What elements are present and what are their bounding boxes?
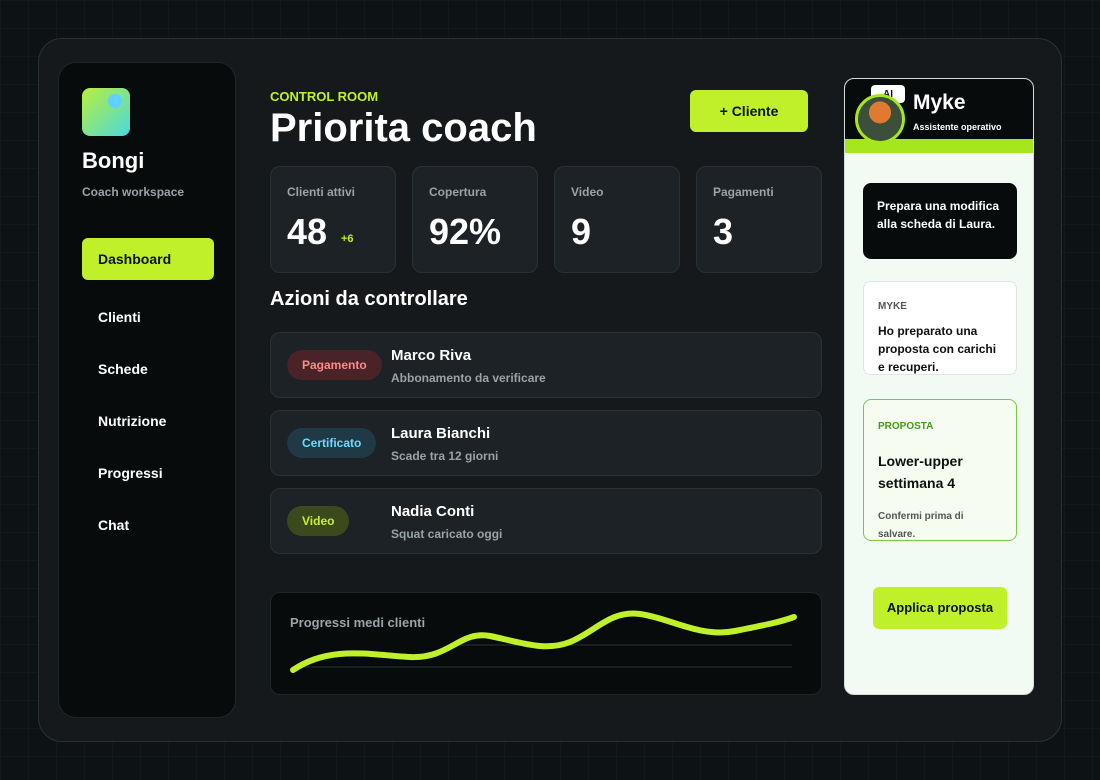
section-title: Azioni da controllare <box>270 288 468 310</box>
client-name: Nadia Conti <box>391 503 475 520</box>
nav-item[interactable]: Schede <box>98 361 148 377</box>
stat-label: Pagamenti <box>713 185 774 199</box>
stat-label: Clienti attivi <box>287 185 356 199</box>
stat-delta: +6 <box>341 233 354 245</box>
apply-button[interactable]: Applica proposta <box>873 587 1007 629</box>
nav-item[interactable]: Progressi <box>98 465 163 481</box>
progress-title: Progressi medi clienti <box>290 615 426 630</box>
nav-item[interactable]: Clienti <box>98 309 141 325</box>
user-message: Prepara una modifica alla scheda di Laur… <box>863 183 1017 259</box>
stat-value: 9 <box>571 211 592 252</box>
assistant-panel: AI Myke Assistente operativo Prepara una… <box>844 78 1034 695</box>
header-band <box>845 139 1033 153</box>
logo <box>82 88 130 136</box>
assistant-role: Assistente operativo <box>913 122 1002 132</box>
stat-value: 92% <box>429 211 502 252</box>
page-title: Priorita coach <box>270 106 537 150</box>
eyebrow: CONTROL ROOM <box>270 89 379 104</box>
action-row[interactable]: Certificato Laura Bianchi Scade tra 12 gio… <box>270 410 822 476</box>
proposal-title: Lower-upper settimana 4 <box>878 453 963 491</box>
stat-card: Video 9 <box>554 166 680 273</box>
action-detail: Scade tra 12 giorni <box>391 449 499 463</box>
action-detail: Abbonamento da verificare <box>391 371 546 385</box>
status-tag: Video <box>287 506 350 536</box>
stat-card: Copertura 92% <box>412 166 538 273</box>
assistant-message: MYKE Ho preparato una proposta con caric… <box>863 281 1017 375</box>
action-detail: Squat caricato oggi <box>391 527 503 541</box>
stat-label: Copertura <box>429 185 487 199</box>
message-sender: MYKE <box>878 301 907 312</box>
avatar <box>855 94 905 144</box>
progress-card <box>270 592 822 695</box>
proposal-note: Confermi prima di salvare. <box>878 511 964 540</box>
client-name: Laura Bianchi <box>391 425 491 442</box>
assistant-name: Myke <box>913 91 966 114</box>
action-row[interactable]: Video Nadia Conti Squat caricato oggi <box>270 488 822 554</box>
nav-item[interactable]: Nutrizione <box>98 413 167 429</box>
nav-item[interactable]: Chat <box>98 517 130 533</box>
proposal-card: PROPOSTA Lower-upper settimana 4 Conferm… <box>863 399 1017 541</box>
stat-card: Clienti attivi 48 +6 <box>270 166 396 273</box>
status-tag: Pagamento <box>287 350 382 380</box>
client-name: Marco Riva <box>391 347 472 364</box>
stat-label: Video <box>571 185 604 199</box>
message-text: Ho preparato una proposta con carichi e … <box>878 324 997 374</box>
stat-value: 48 <box>287 211 328 252</box>
stat-card: Pagamenti 3 <box>696 166 822 273</box>
stat-value: 3 <box>713 211 734 252</box>
nav-item[interactable]: Dashboard <box>82 238 214 280</box>
status-tag: Certificato <box>287 428 377 458</box>
brand: Bongi <box>82 148 145 173</box>
action-row[interactable]: Pagamento Marco Riva Abbonamento da verifi… <box>270 332 822 398</box>
sidebar <box>58 62 236 718</box>
add-client-button[interactable]: + Cliente <box>690 90 808 132</box>
brand-subtitle: Coach workspace <box>82 185 185 199</box>
proposal-label: PROPOSTA <box>878 421 934 432</box>
